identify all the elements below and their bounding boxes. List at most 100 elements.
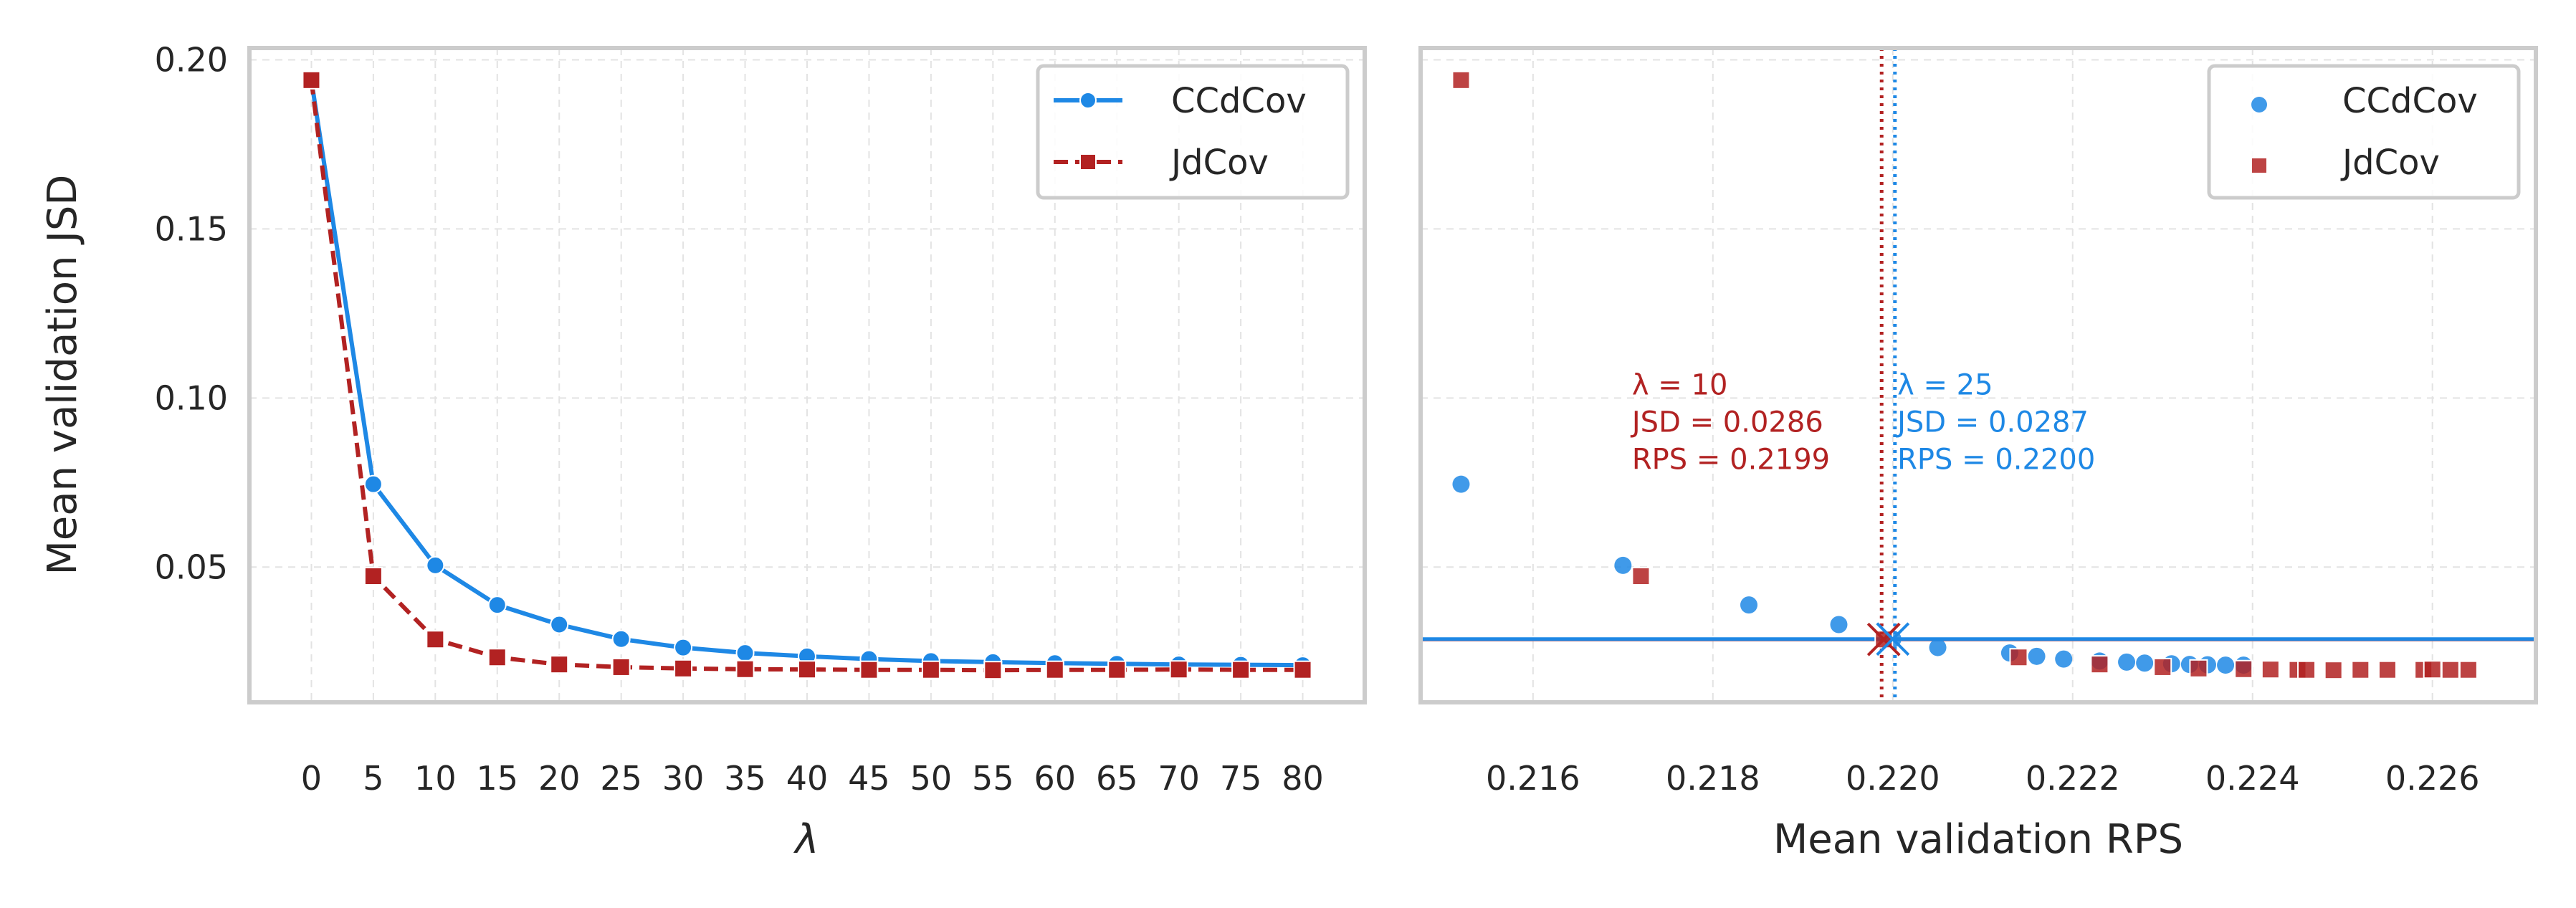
left-point-ccdcov xyxy=(550,615,569,634)
left-point-jdcov xyxy=(611,657,631,677)
right-point-jdcov xyxy=(1451,70,1471,90)
right-point-jdcov xyxy=(1631,567,1651,586)
right-x-tick-label: 0.216 xyxy=(1486,759,1580,798)
right-annotation-ccdcov: λ = 25 JSD = 0.0287 RPS = 0.2200 xyxy=(1895,369,2095,477)
right-annotation-line: λ = 25 xyxy=(1897,369,1993,402)
left-x-tick-label: 65 xyxy=(1096,759,1138,798)
right-point-jdcov xyxy=(2377,660,2397,679)
right-selected-points xyxy=(1866,622,1910,656)
right-point-jdcov xyxy=(2351,660,2370,679)
right-x-axis-label: Mean validation RPS xyxy=(1773,816,2183,863)
left-point-jdcov xyxy=(1169,660,1188,679)
right-point-jdcov xyxy=(2297,660,2317,679)
right-point-ccdcov xyxy=(1830,616,1848,634)
right-selected-marker-jdcov xyxy=(1866,622,1901,656)
left-legend-jdcov-label: JdCov xyxy=(1169,143,1269,183)
right-point-jdcov xyxy=(2234,659,2253,679)
right-point-ccdcov xyxy=(2217,656,2235,674)
right-point-jdcov xyxy=(2153,657,2172,677)
right-x-tick-label: 0.224 xyxy=(2205,759,2300,798)
left-y-tick-label: 0.15 xyxy=(155,209,228,248)
left-y-axis-label: Mean validation JSD xyxy=(39,174,86,575)
left-x-tick-label: 80 xyxy=(1282,759,1324,798)
right-annotation-jdcov: λ = 10 JSD = 0.0286 RPS = 0.2199 xyxy=(1630,369,1830,477)
right-point-jdcov xyxy=(2090,655,2109,674)
right-point-ccdcov xyxy=(1740,596,1758,614)
right-annotation-line: JSD = 0.0286 xyxy=(1630,406,1823,439)
left-x-tick-label: 70 xyxy=(1158,759,1200,798)
right-point-ccdcov xyxy=(2118,653,2136,671)
left-x-axis-label: λ xyxy=(793,816,819,863)
left-point-jdcov xyxy=(1045,660,1064,679)
right-reference-lines xyxy=(1421,48,2536,702)
left-x-tick-label: 45 xyxy=(848,759,890,798)
right-point-ccdcov xyxy=(2028,647,2046,665)
right-point-jdcov xyxy=(2189,659,2208,678)
left-point-jdcov xyxy=(983,661,1003,680)
right-x-tick-label: 0.226 xyxy=(2385,759,2480,798)
left-point-jdcov xyxy=(550,655,569,674)
left-grid xyxy=(249,48,1365,702)
left-y-tick-label: 0.10 xyxy=(155,378,228,417)
right-x-tick-label: 0.220 xyxy=(1846,759,1940,798)
right-point-ccdcov xyxy=(2055,650,2073,668)
right-point-ccdcov xyxy=(1452,475,1470,493)
right-legend-ccdcov-marker xyxy=(2251,97,2267,113)
left-y-tick-label: 0.05 xyxy=(155,548,228,586)
left-frame xyxy=(247,46,1367,704)
right-annotation-line: RPS = 0.2199 xyxy=(1632,444,1830,477)
right-annotation-line: λ = 10 xyxy=(1632,369,1728,402)
left-x-tick-label: 10 xyxy=(414,759,457,798)
left-point-ccdcov xyxy=(735,644,755,663)
left-legend-jdcov-marker xyxy=(1079,153,1097,171)
left-point-ccdcov xyxy=(487,596,507,615)
left-x-tick-label: 5 xyxy=(363,759,383,798)
left-point-ccdcov xyxy=(426,555,445,575)
left-line-jdcov xyxy=(309,80,1303,673)
left-legend-ccdcov-marker xyxy=(1079,92,1097,109)
right-point-jdcov xyxy=(2423,660,2442,679)
right-legend: CCdCov JdCov xyxy=(2207,64,2521,200)
right-selected-stroke xyxy=(1866,622,1901,656)
right-x-tick-label: 0.222 xyxy=(2026,759,2120,798)
left-x-tick-labels: 0 5 10 15 20 25 30 35 40 45 50 55 60 65 70 75 80 xyxy=(301,759,1324,798)
left-y-tick-label: 0.20 xyxy=(155,41,228,80)
right-annotations: λ = 10 JSD = 0.0286 RPS = 0.2199 λ = 25 JSD … xyxy=(1630,369,2095,477)
right-point-jdcov xyxy=(2324,661,2343,680)
left-legend-ccdcov-label: CCdCov xyxy=(1171,81,1307,121)
right-annotation-line: JSD = 0.0287 xyxy=(1895,406,2089,439)
left-point-jdcov xyxy=(735,659,755,679)
left-x-tick-label: 60 xyxy=(1034,759,1077,798)
left-point-jdcov xyxy=(674,659,693,678)
right-point-ccdcov xyxy=(1614,556,1632,574)
left-x-tick-label: 30 xyxy=(662,759,705,798)
left-y-tick-labels: 0.05 0.10 0.15 0.20 xyxy=(155,41,228,587)
left-point-jdcov xyxy=(1293,660,1312,679)
left-point-jdcov xyxy=(859,660,879,679)
right-selected-marker-ccdcov xyxy=(1876,622,1910,656)
left-x-tick-label: 15 xyxy=(477,759,519,798)
right-point-jdcov xyxy=(2261,660,2280,679)
left-x-tick-label: 55 xyxy=(972,759,1014,798)
left-point-jdcov xyxy=(1107,660,1127,679)
right-point-ccdcov xyxy=(2136,654,2154,672)
left-point-jdcov xyxy=(426,630,445,649)
right-annotation-line: RPS = 0.2200 xyxy=(1897,444,2095,477)
right-panel: λ = 10 JSD = 0.0286 RPS = 0.2199 λ = 25 JSD … xyxy=(1418,46,2538,863)
right-series xyxy=(1451,70,2478,680)
left-legend: CCdCov JdCov xyxy=(1036,64,1350,200)
right-frame xyxy=(1418,46,2538,704)
right-selected-stroke xyxy=(1876,622,1910,656)
left-point-jdcov xyxy=(302,70,321,90)
left-x-tick-label: 50 xyxy=(910,759,953,798)
left-point-ccdcov xyxy=(363,474,383,494)
left-series xyxy=(302,70,1312,680)
right-point-ccdcov xyxy=(1929,639,1947,656)
right-point-jdcov xyxy=(2441,660,2460,679)
left-panel: 0 5 10 15 20 25 30 35 40 45 50 55 60 65 70 75 80 0.05 0.1… xyxy=(39,41,1367,863)
left-x-tick-label: 75 xyxy=(1220,759,1262,798)
right-legend-ccdcov-label: CCdCov xyxy=(2342,81,2478,121)
right-legend-box xyxy=(2207,64,2521,200)
left-x-tick-label: 35 xyxy=(724,759,766,798)
